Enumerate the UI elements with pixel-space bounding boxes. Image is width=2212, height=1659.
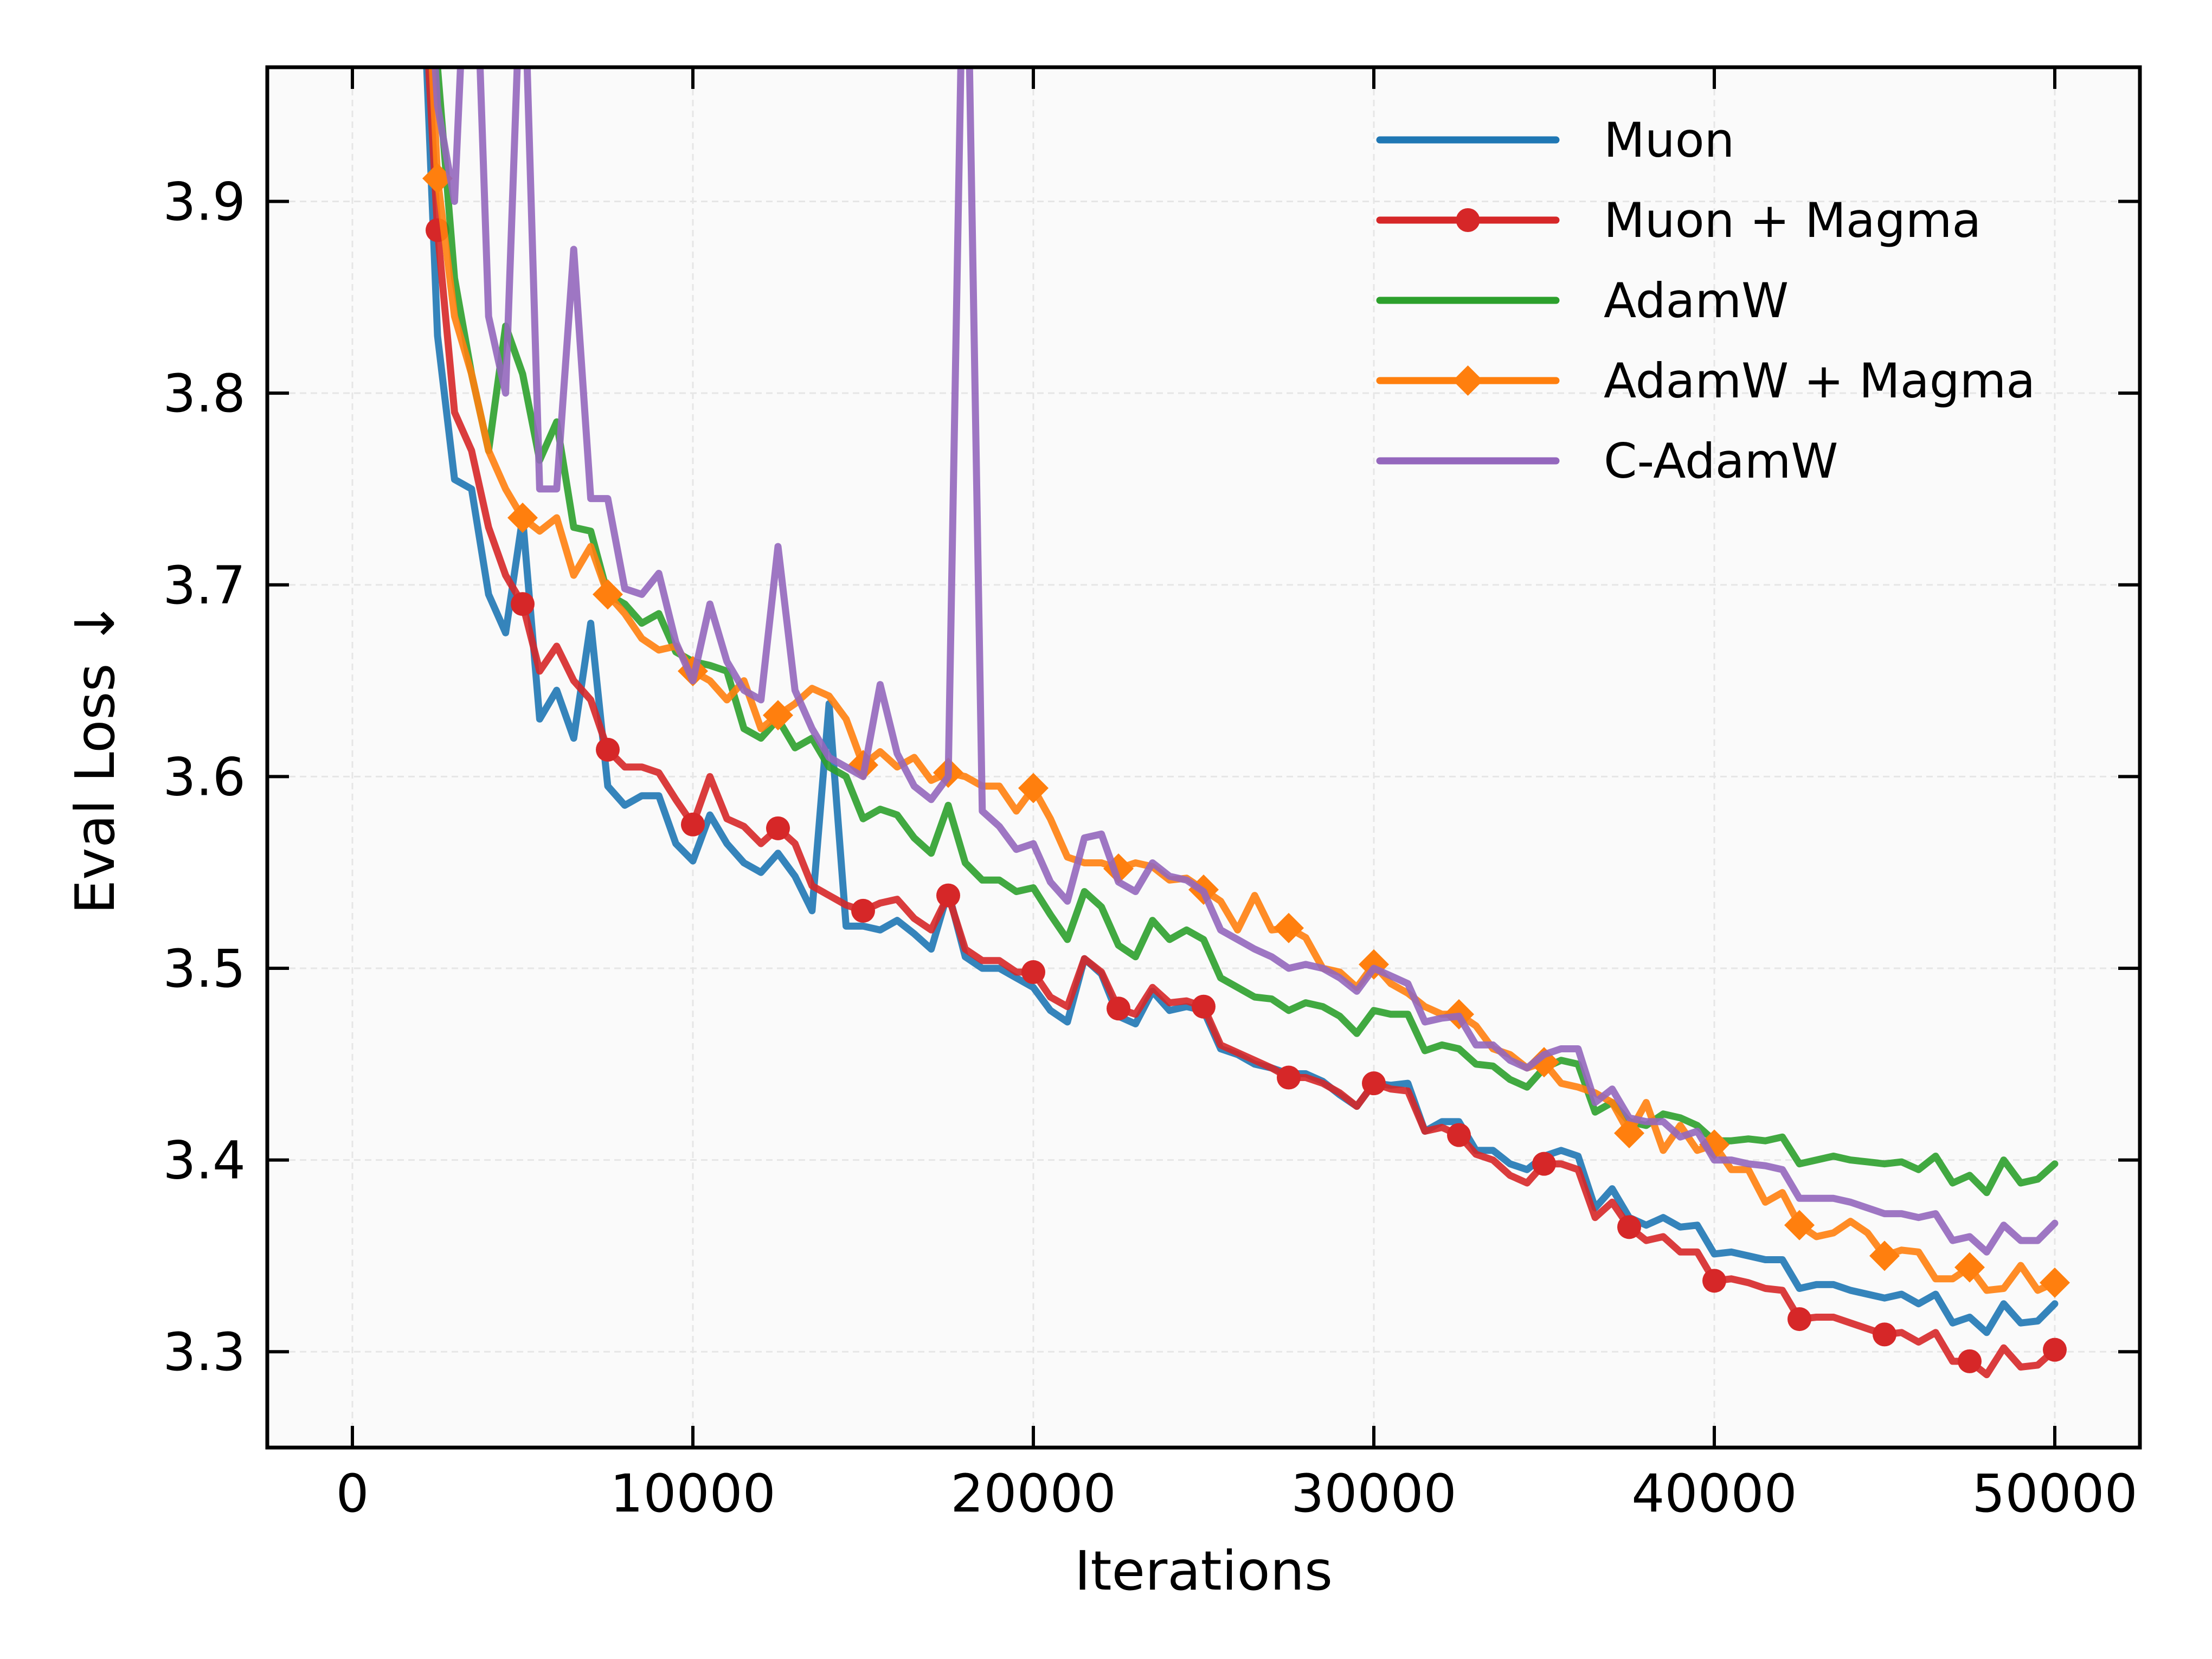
axis-ticks: 0 10000 20000 30000 40000 50000 3.3 3.4 3.5 3.6 3.… xyxy=(163,67,2140,1524)
data-point-muon-magma xyxy=(1873,1322,1896,1347)
data-point-adamw-magma xyxy=(507,502,538,533)
data-point-muon-magma xyxy=(2043,1338,2067,1362)
data-point-muon-magma xyxy=(1958,1349,1982,1373)
gridlines xyxy=(267,67,2140,1448)
legend-label-adamw: AdamW xyxy=(1604,273,1789,329)
data-point-adamw-magma xyxy=(593,579,623,610)
y-axis-label: Eval Loss ↓ xyxy=(63,601,127,914)
data-point-muon-magma xyxy=(851,898,875,923)
legend-label-adamw-magma: AdamW + Magma xyxy=(1604,353,2035,409)
data-point-muon-magma xyxy=(1021,960,1045,985)
data-point-adamw-magma xyxy=(1784,1210,1815,1240)
plot-frame xyxy=(265,65,2142,1450)
data-point-adamw-magma xyxy=(763,700,793,731)
legend-label-muon: Muon xyxy=(1604,112,1734,168)
data-point-adamw-magma xyxy=(1018,773,1049,803)
data-point-muon-magma xyxy=(1362,1071,1386,1096)
x-tick-label: 10000 xyxy=(610,1463,775,1524)
plot-area xyxy=(267,67,2140,1448)
legend-label-c-adamw: C-AdamW xyxy=(1604,433,1838,489)
data-point-muon-magma xyxy=(1702,1269,1726,1293)
data-point-muon-magma xyxy=(936,883,960,908)
legend-marker-adamw-magma xyxy=(1452,365,1483,396)
x-tick-label: 20000 xyxy=(950,1463,1116,1524)
x-tick-label: 30000 xyxy=(1291,1463,1456,1524)
data-point-adamw-magma xyxy=(422,163,453,194)
data-point-adamw-magma xyxy=(1274,912,1304,943)
x-axis-label: Iterations xyxy=(1075,1539,1333,1603)
legend: Muon Muon + Magma AdamW AdamW + Magma C-Adam… xyxy=(1376,112,2035,489)
y-tick-label: 3.7 xyxy=(163,555,246,616)
y-tick-label: 3.3 xyxy=(163,1322,246,1382)
data-point-muon-magma xyxy=(1277,1065,1301,1090)
data-point-muon-magma xyxy=(511,592,535,616)
data-point-muon-magma xyxy=(766,816,790,840)
data-point-adamw-magma xyxy=(1954,1252,1985,1283)
data-point-muon-magma xyxy=(681,812,705,837)
y-tick-label: 3.9 xyxy=(163,172,246,233)
y-tick-label: 3.4 xyxy=(163,1130,246,1191)
data-point-muon-magma xyxy=(1192,994,1216,1019)
data-point-muon-magma xyxy=(1532,1152,1556,1176)
data-point-adamw-magma xyxy=(2040,1267,2070,1298)
data-point-adamw-magma xyxy=(1869,1240,1900,1271)
x-tick-label: 40000 xyxy=(1631,1463,1797,1524)
y-tick-label: 3.8 xyxy=(163,363,246,424)
data-point-muon-magma xyxy=(596,737,620,762)
data-point-muon-magma xyxy=(1617,1215,1641,1239)
x-tick-label: 50000 xyxy=(1972,1463,2137,1524)
data-point-adamw-magma xyxy=(1614,1118,1644,1149)
data-point-muon-magma xyxy=(1787,1307,1811,1332)
legend-marker-muon-magma xyxy=(1456,208,1480,232)
data-point-muon-magma xyxy=(1107,996,1130,1021)
series-line-c-adamw xyxy=(432,67,2059,1256)
y-tick-label: 3.6 xyxy=(163,747,246,807)
data-point-muon-magma xyxy=(1447,1123,1471,1147)
series-lines xyxy=(422,67,2070,1379)
y-tick-label: 3.5 xyxy=(163,938,246,999)
x-tick-label: 0 xyxy=(336,1463,369,1524)
legend-label-muon-magma: Muon + Magma xyxy=(1604,192,1981,248)
